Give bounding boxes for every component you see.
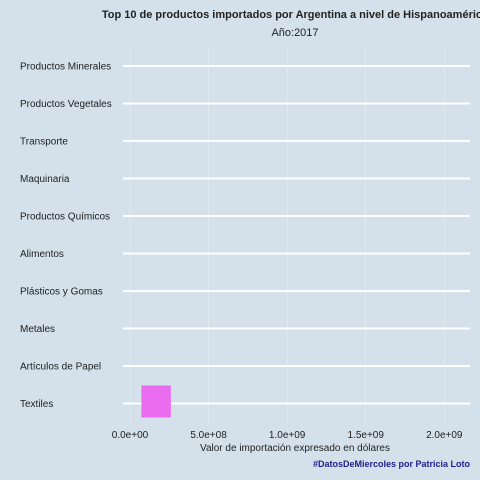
bar-textiles <box>141 385 171 418</box>
x-axis-title: Valor de importación expresado en dólare… <box>200 443 390 454</box>
category-label: Transporte <box>20 137 68 148</box>
category-label: Alimentos <box>20 249 64 260</box>
grid-lines <box>123 48 470 424</box>
x-tick-label: 2.0e+09 <box>426 430 463 441</box>
x-tick-label: 1.0e+09 <box>269 430 306 441</box>
x-tick-label: 0.0e+00 <box>112 430 149 441</box>
category-label: Artículos de Papel <box>20 362 101 373</box>
x-tick-label: 1.5e+09 <box>347 430 384 441</box>
category-label: Productos Minerales <box>20 62 111 73</box>
category-label: Textiles <box>20 399 53 410</box>
category-label: Metales <box>20 324 55 335</box>
bars <box>141 385 171 418</box>
category-label: Productos Vegetales <box>20 99 112 110</box>
category-label: Plásticos y Gomas <box>20 287 103 298</box>
chart-caption: #DatosDeMiercoles por Patricia Loto <box>313 459 471 469</box>
x-tick-label: 5.0e+08 <box>190 430 227 441</box>
chart-title: Top 10 de productos importados por Argen… <box>102 9 480 21</box>
category-label: Productos Químicos <box>20 212 110 223</box>
x-tick-labels: 0.0e+00 5.0e+08 1.0e+09 1.5e+09 2.0e+09 <box>112 430 463 441</box>
category-label: Maquinaria <box>20 174 70 185</box>
category-labels: Productos Minerales Productos Vegetales Tr… <box>20 62 112 411</box>
chart-subtitle: Año:2017 <box>271 27 318 39</box>
